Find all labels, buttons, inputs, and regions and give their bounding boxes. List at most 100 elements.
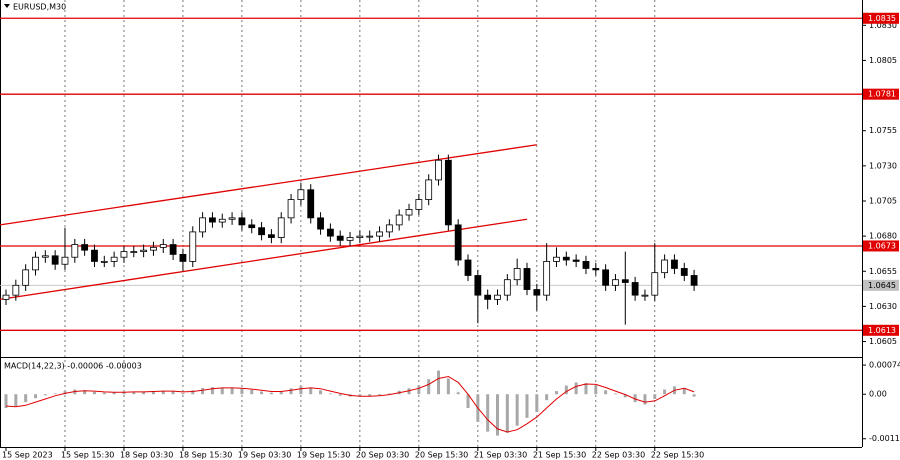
histogram-bar	[663, 389, 667, 395]
histogram-bar	[535, 394, 539, 412]
level-label-box	[863, 324, 899, 336]
candle-body	[395, 214, 403, 226]
menu-arrow[interactable]	[4, 4, 10, 8]
histogram-bar	[161, 390, 165, 395]
histogram-bar	[682, 387, 686, 395]
channel-line	[0, 218, 528, 301]
candle-body	[169, 244, 177, 255]
level-label: 1.0613	[868, 326, 896, 335]
candle-body	[523, 268, 531, 290]
y-tick-label: 1.0830	[869, 21, 897, 30]
histogram-bar	[269, 392, 273, 395]
histogram-bar	[505, 394, 509, 433]
x-tick-label: 21 Sep 15:30	[533, 451, 586, 460]
candle-body	[690, 275, 698, 286]
candle-body	[346, 237, 354, 241]
candle-body	[572, 259, 580, 262]
candle-body	[671, 259, 678, 269]
candle-body	[41, 255, 49, 258]
candle-body	[277, 217, 285, 238]
histogram-bar	[692, 394, 696, 397]
candle-body	[150, 246, 157, 251]
candle-body	[307, 189, 315, 219]
candle-body	[91, 249, 98, 262]
histogram-bar	[486, 394, 490, 432]
candle-body	[32, 256, 39, 271]
y-tick-label: 1.0730	[869, 161, 897, 170]
candle-body	[2, 294, 10, 300]
candle-body	[513, 268, 521, 281]
candle-body	[484, 294, 492, 300]
histogram-bar	[604, 390, 608, 395]
candle-body	[209, 217, 216, 223]
current-price-box	[863, 279, 899, 291]
histogram-bar	[653, 394, 657, 399]
candle-body	[553, 256, 560, 262]
level-label: 1.0673	[868, 241, 896, 250]
histogram-bar	[43, 394, 47, 396]
x-tick-label: 19 Sep 03:30	[238, 451, 291, 460]
histogram-bar	[63, 391, 67, 395]
x-tick-label: 15 Sep 15:30	[61, 451, 114, 460]
histogram-bar	[122, 391, 126, 395]
indicator-title: MACD(14,22,3) -0.00006 -0.00003	[4, 362, 142, 371]
histogram-bar	[623, 394, 627, 398]
current-price-label: 1.0645	[868, 281, 896, 290]
level-label-box	[863, 12, 899, 24]
candle-body	[100, 261, 108, 263]
histogram-bar	[545, 394, 549, 401]
candle-body	[120, 251, 128, 258]
histogram-bar	[289, 388, 293, 395]
candle-body	[405, 209, 413, 216]
candle-body	[130, 251, 138, 253]
histogram-bar	[14, 394, 18, 407]
histogram-bar	[53, 393, 57, 395]
histogram-bar	[83, 390, 87, 395]
level-label: 1.0781	[868, 90, 896, 99]
candle-body	[612, 279, 619, 286]
candle-body	[326, 228, 334, 237]
y-tick-label: -0.00113	[869, 434, 900, 443]
histogram-bar	[191, 390, 195, 395]
candle-body	[228, 217, 236, 220]
y-tick-label: 1.0755	[869, 126, 897, 135]
y-tick-label: 1.0805	[869, 56, 897, 65]
candle-body	[503, 279, 511, 296]
candle-body	[22, 269, 30, 286]
histogram-bar	[525, 394, 529, 418]
signal-line	[5, 375, 695, 433]
y-tick-label: 0.00	[869, 390, 887, 399]
histogram-bar	[584, 383, 588, 395]
level-label-box	[863, 88, 899, 100]
candle-body	[179, 253, 187, 262]
histogram-bar	[279, 391, 283, 395]
channel-line	[0, 144, 537, 226]
candle-body	[444, 159, 452, 226]
candle-body	[621, 279, 629, 283]
candle-body	[297, 189, 305, 200]
histogram-bar	[33, 394, 37, 399]
histogram-bar	[387, 393, 391, 395]
y-tick-label: 1.0605	[869, 337, 897, 346]
candle-body	[641, 294, 649, 297]
candle-body	[140, 249, 148, 252]
candle-body	[474, 275, 482, 296]
histogram-bar	[299, 386, 303, 395]
histogram-bar	[446, 378, 450, 395]
x-tick-label: 21 Sep 03:30	[474, 451, 527, 460]
candle-body	[81, 244, 89, 251]
candle-body	[317, 217, 324, 230]
candle-body	[533, 289, 541, 296]
candle-body	[61, 256, 69, 265]
histogram-bar	[515, 394, 519, 426]
candle-body	[435, 159, 442, 181]
histogram-bar	[319, 390, 323, 395]
x-tick-label: 15 Sep 2023	[2, 451, 53, 460]
histogram-bar	[417, 385, 421, 395]
candle-body	[189, 231, 197, 262]
y-tick-label: 1.0705	[869, 196, 897, 205]
histogram-bar	[643, 394, 647, 405]
histogram-bar	[407, 388, 411, 395]
candle-body	[12, 284, 20, 296]
